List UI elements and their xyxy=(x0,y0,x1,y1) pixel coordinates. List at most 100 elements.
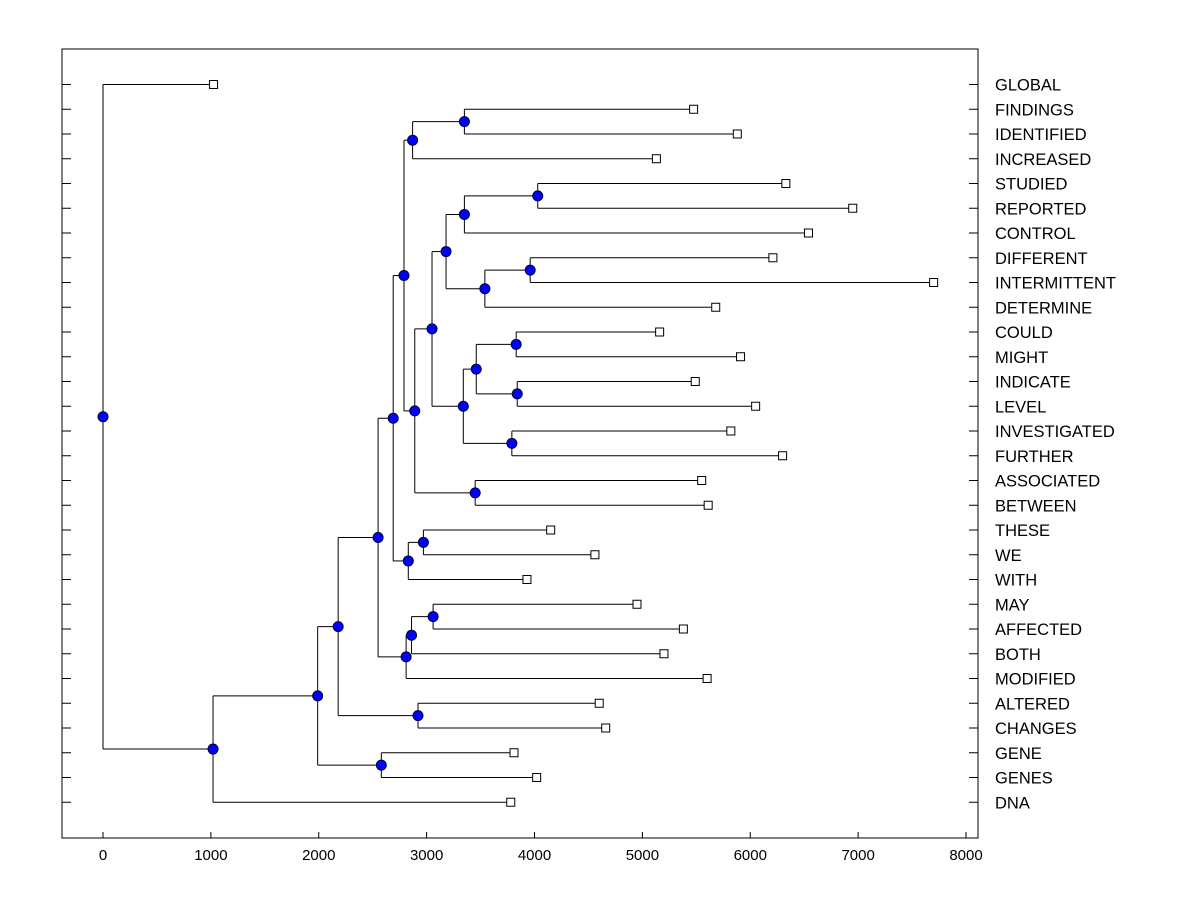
leaf-marker xyxy=(804,228,814,238)
leaf-marker xyxy=(655,327,665,337)
leaf-label: FINDINGS xyxy=(995,101,1074,119)
cluster-node xyxy=(510,338,522,350)
cluster-node xyxy=(207,743,219,755)
leaf-marker xyxy=(594,698,604,708)
cluster-node xyxy=(409,405,421,417)
leaf-marker xyxy=(736,352,746,362)
x-tick-label: 6000 xyxy=(734,847,767,864)
x-tick-label: 2000 xyxy=(302,847,335,864)
leaf-marker xyxy=(509,748,519,758)
leaf-marker xyxy=(751,401,761,411)
leaf-marker xyxy=(546,525,556,535)
leaf-marker xyxy=(726,426,736,436)
leaf-label: DNA xyxy=(995,794,1030,812)
leaf-marker xyxy=(651,154,661,164)
leaf-label: CHANGES xyxy=(995,720,1077,738)
leaf-label: GLOBAL xyxy=(995,77,1061,95)
leaf-marker xyxy=(768,253,778,263)
leaf-label: IDENTIFIED xyxy=(995,126,1087,144)
leaf-label: MIGHT xyxy=(995,349,1048,367)
x-tick-label: 3000 xyxy=(410,847,443,864)
leaf-tick-marks xyxy=(62,84,978,803)
leaf-label: GENES xyxy=(995,770,1053,788)
cluster-node xyxy=(458,208,470,220)
cluster-node xyxy=(417,536,429,548)
leaf-label: AFFECTED xyxy=(995,621,1082,639)
leaf-marker xyxy=(590,550,600,560)
leaf-label: GENE xyxy=(995,745,1042,763)
leaf-marker xyxy=(532,773,542,782)
cluster-node xyxy=(407,134,419,146)
leaf-marker xyxy=(703,500,713,510)
leaf-marker xyxy=(659,649,669,659)
cluster-node xyxy=(532,190,544,202)
leaf-marker xyxy=(702,674,712,683)
leaf-label: FURTHER xyxy=(995,448,1074,466)
leaf-marker xyxy=(601,723,611,733)
cluster-node xyxy=(332,621,344,633)
leaf-label: CONTROL xyxy=(995,225,1076,243)
leaf-label: MODIFIED xyxy=(995,671,1076,689)
leaf-label: WITH xyxy=(995,572,1037,590)
leaf-marker xyxy=(929,278,939,287)
x-tick-label: 1000 xyxy=(194,847,227,864)
leaf-marker xyxy=(697,476,707,485)
leaf-marker xyxy=(506,797,516,807)
leaf-marker xyxy=(848,203,858,213)
leaf-label: INCREASED xyxy=(995,151,1091,169)
cluster-node xyxy=(406,629,418,641)
plot-frame xyxy=(61,48,979,839)
leaf-label: INVESTIGATED xyxy=(995,423,1115,441)
cluster-node xyxy=(440,246,452,258)
leaf-label: ASSOCIATED xyxy=(995,473,1100,491)
cluster-node xyxy=(511,388,523,400)
leaf-label: THESE xyxy=(995,522,1050,540)
x-tick-label: 4000 xyxy=(518,847,551,864)
x-tick-label: 7000 xyxy=(841,847,874,864)
cluster-node xyxy=(375,759,387,771)
cluster-node xyxy=(398,270,410,282)
cluster-node xyxy=(387,412,399,424)
cluster-node xyxy=(479,283,491,295)
leaf-label: BETWEEN xyxy=(995,497,1077,515)
leaf-markers xyxy=(209,80,939,807)
leaf-marker xyxy=(209,80,219,89)
leaf-marker xyxy=(522,575,532,584)
x-tick-label: 0 xyxy=(99,847,107,864)
cluster-node xyxy=(469,487,481,499)
node-markers xyxy=(97,116,544,771)
cluster-node xyxy=(412,710,424,722)
leaf-label: LEVEL xyxy=(995,398,1046,416)
leaf-marker xyxy=(778,451,788,461)
cluster-node xyxy=(458,116,470,128)
cluster-node xyxy=(427,611,439,623)
leaf-label: INDICATE xyxy=(995,374,1071,392)
leaf-label: WE xyxy=(995,547,1022,565)
cluster-node xyxy=(97,411,109,423)
cluster-node xyxy=(524,264,536,276)
x-tick-label: 8000 xyxy=(949,847,982,864)
x-tick-label: 5000 xyxy=(626,847,659,864)
cluster-node xyxy=(426,323,438,335)
x-axis: 0 1000 2000 3000 4000 5000 6000 7000 8000 xyxy=(99,832,983,864)
leaf-label: INTERMITTENT xyxy=(995,275,1116,293)
leaf-marker xyxy=(632,599,642,609)
leaf-marker xyxy=(732,129,742,139)
cluster-node xyxy=(506,437,518,449)
leaf-label: COULD xyxy=(995,324,1053,342)
leaf-label: MAY xyxy=(995,596,1030,614)
leaf-marker xyxy=(711,302,721,312)
cluster-node xyxy=(402,555,414,567)
leaf-label: BOTH xyxy=(995,646,1041,664)
cluster-node xyxy=(312,690,324,702)
leaf-label: DETERMINE xyxy=(995,299,1092,317)
leaf-marker xyxy=(690,377,700,386)
leaf-label: ALTERED xyxy=(995,695,1070,713)
leaf-marker xyxy=(678,624,688,634)
leaf-marker xyxy=(689,104,699,114)
leaf-label: DIFFERENT xyxy=(995,250,1088,268)
cluster-node xyxy=(470,363,482,375)
cluster-node xyxy=(400,651,412,663)
leaf-label: REPORTED xyxy=(995,200,1086,218)
